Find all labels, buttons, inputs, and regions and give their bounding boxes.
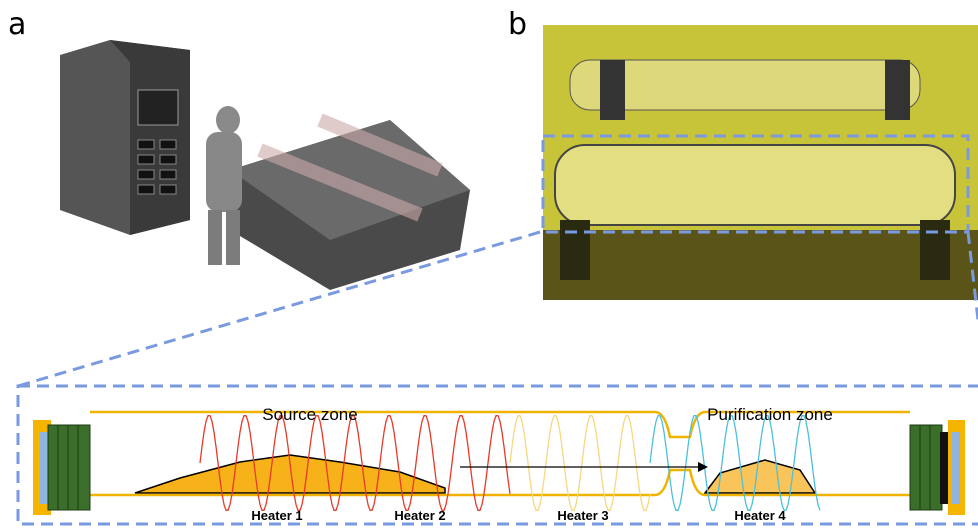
zoom-box [18,386,978,524]
heater-label: Heater 1 [251,508,302,523]
zone-label: Source zone [262,405,357,424]
heater-label: Heater 4 [734,508,786,523]
zone-label: Purification zone [707,405,833,424]
furnace-diagram: Source zone Purification zone Heater 1 H… [33,405,965,523]
panel-label: b [508,7,527,42]
heater-label: Heater 3 [557,508,608,523]
figure: a b [0,0,978,531]
rendering [60,40,470,290]
heater-label: Heater 2 [394,508,445,523]
photo [543,25,978,300]
panel-label: a [8,7,26,42]
